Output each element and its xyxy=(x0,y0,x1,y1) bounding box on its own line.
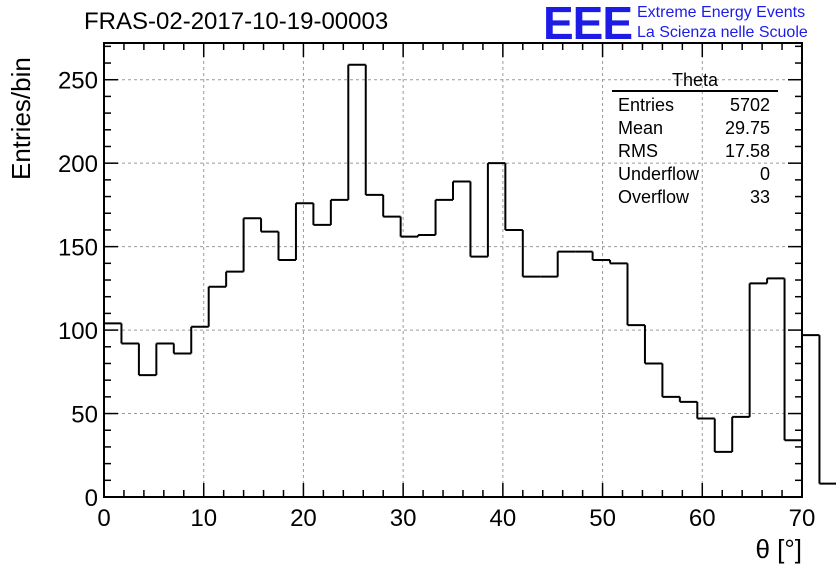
stats-row-rms: RMS 17.58 xyxy=(612,140,778,163)
y-tick-label: 200 xyxy=(58,151,98,178)
stats-row-underflow: Underflow 0 xyxy=(612,163,778,186)
y-tick-label: 0 xyxy=(85,485,98,512)
x-tick-label: 70 xyxy=(789,505,816,532)
x-tick-label: 60 xyxy=(689,505,716,532)
x-tick-label: 0 xyxy=(97,505,110,532)
stats-value: 33 xyxy=(749,187,770,207)
y-tick-label: 100 xyxy=(58,318,98,345)
logo-line-2: La Scienza nelle Scuole xyxy=(637,24,808,41)
stats-label: Mean xyxy=(618,118,664,138)
x-tick-label: 10 xyxy=(190,505,217,532)
stats-row-overflow: Overflow 33 xyxy=(612,186,778,209)
stats-row-entries: Entries 5702 xyxy=(612,94,778,117)
y-tick-label: 50 xyxy=(71,402,98,429)
axis-tick-labels: 0 10 20 30 40 50 60 70 0 50 100 150 200 250 xyxy=(58,68,815,532)
stats-label: Overflow xyxy=(618,187,690,207)
plot-title: FRAS-02-2017-10-19-00003 xyxy=(84,8,389,35)
y-axis-label: Entries/bin xyxy=(6,57,36,180)
x-tick-label: 30 xyxy=(390,505,417,532)
y-tick-label: 250 xyxy=(58,68,98,95)
grid-lines xyxy=(104,43,802,497)
eee-logo: EEE xyxy=(543,0,633,49)
x-tick-label: 50 xyxy=(589,505,616,532)
plot-frame xyxy=(103,42,803,498)
stats-box: Theta Entries 5702 Mean 29.75 RMS 17.58 … xyxy=(612,70,778,209)
x-tick-label: 20 xyxy=(290,505,317,532)
stats-title: Theta xyxy=(612,70,778,92)
x-axis-label: θ [°] xyxy=(755,534,802,564)
stats-value: 17.58 xyxy=(724,141,770,161)
stats-row-mean: Mean 29.75 xyxy=(612,117,778,140)
y-tick-label: 150 xyxy=(58,235,98,262)
stats-label: RMS xyxy=(618,141,658,161)
stats-label: Underflow xyxy=(618,164,700,184)
stats-value: 29.75 xyxy=(724,118,770,138)
logo-line-1: Extreme Energy Events xyxy=(637,4,806,21)
axis-ticks xyxy=(103,43,803,498)
stats-value: 5702 xyxy=(729,95,770,115)
stats-value: 0 xyxy=(759,164,770,184)
x-tick-label: 40 xyxy=(490,505,517,532)
stats-label: Entries xyxy=(618,95,675,115)
